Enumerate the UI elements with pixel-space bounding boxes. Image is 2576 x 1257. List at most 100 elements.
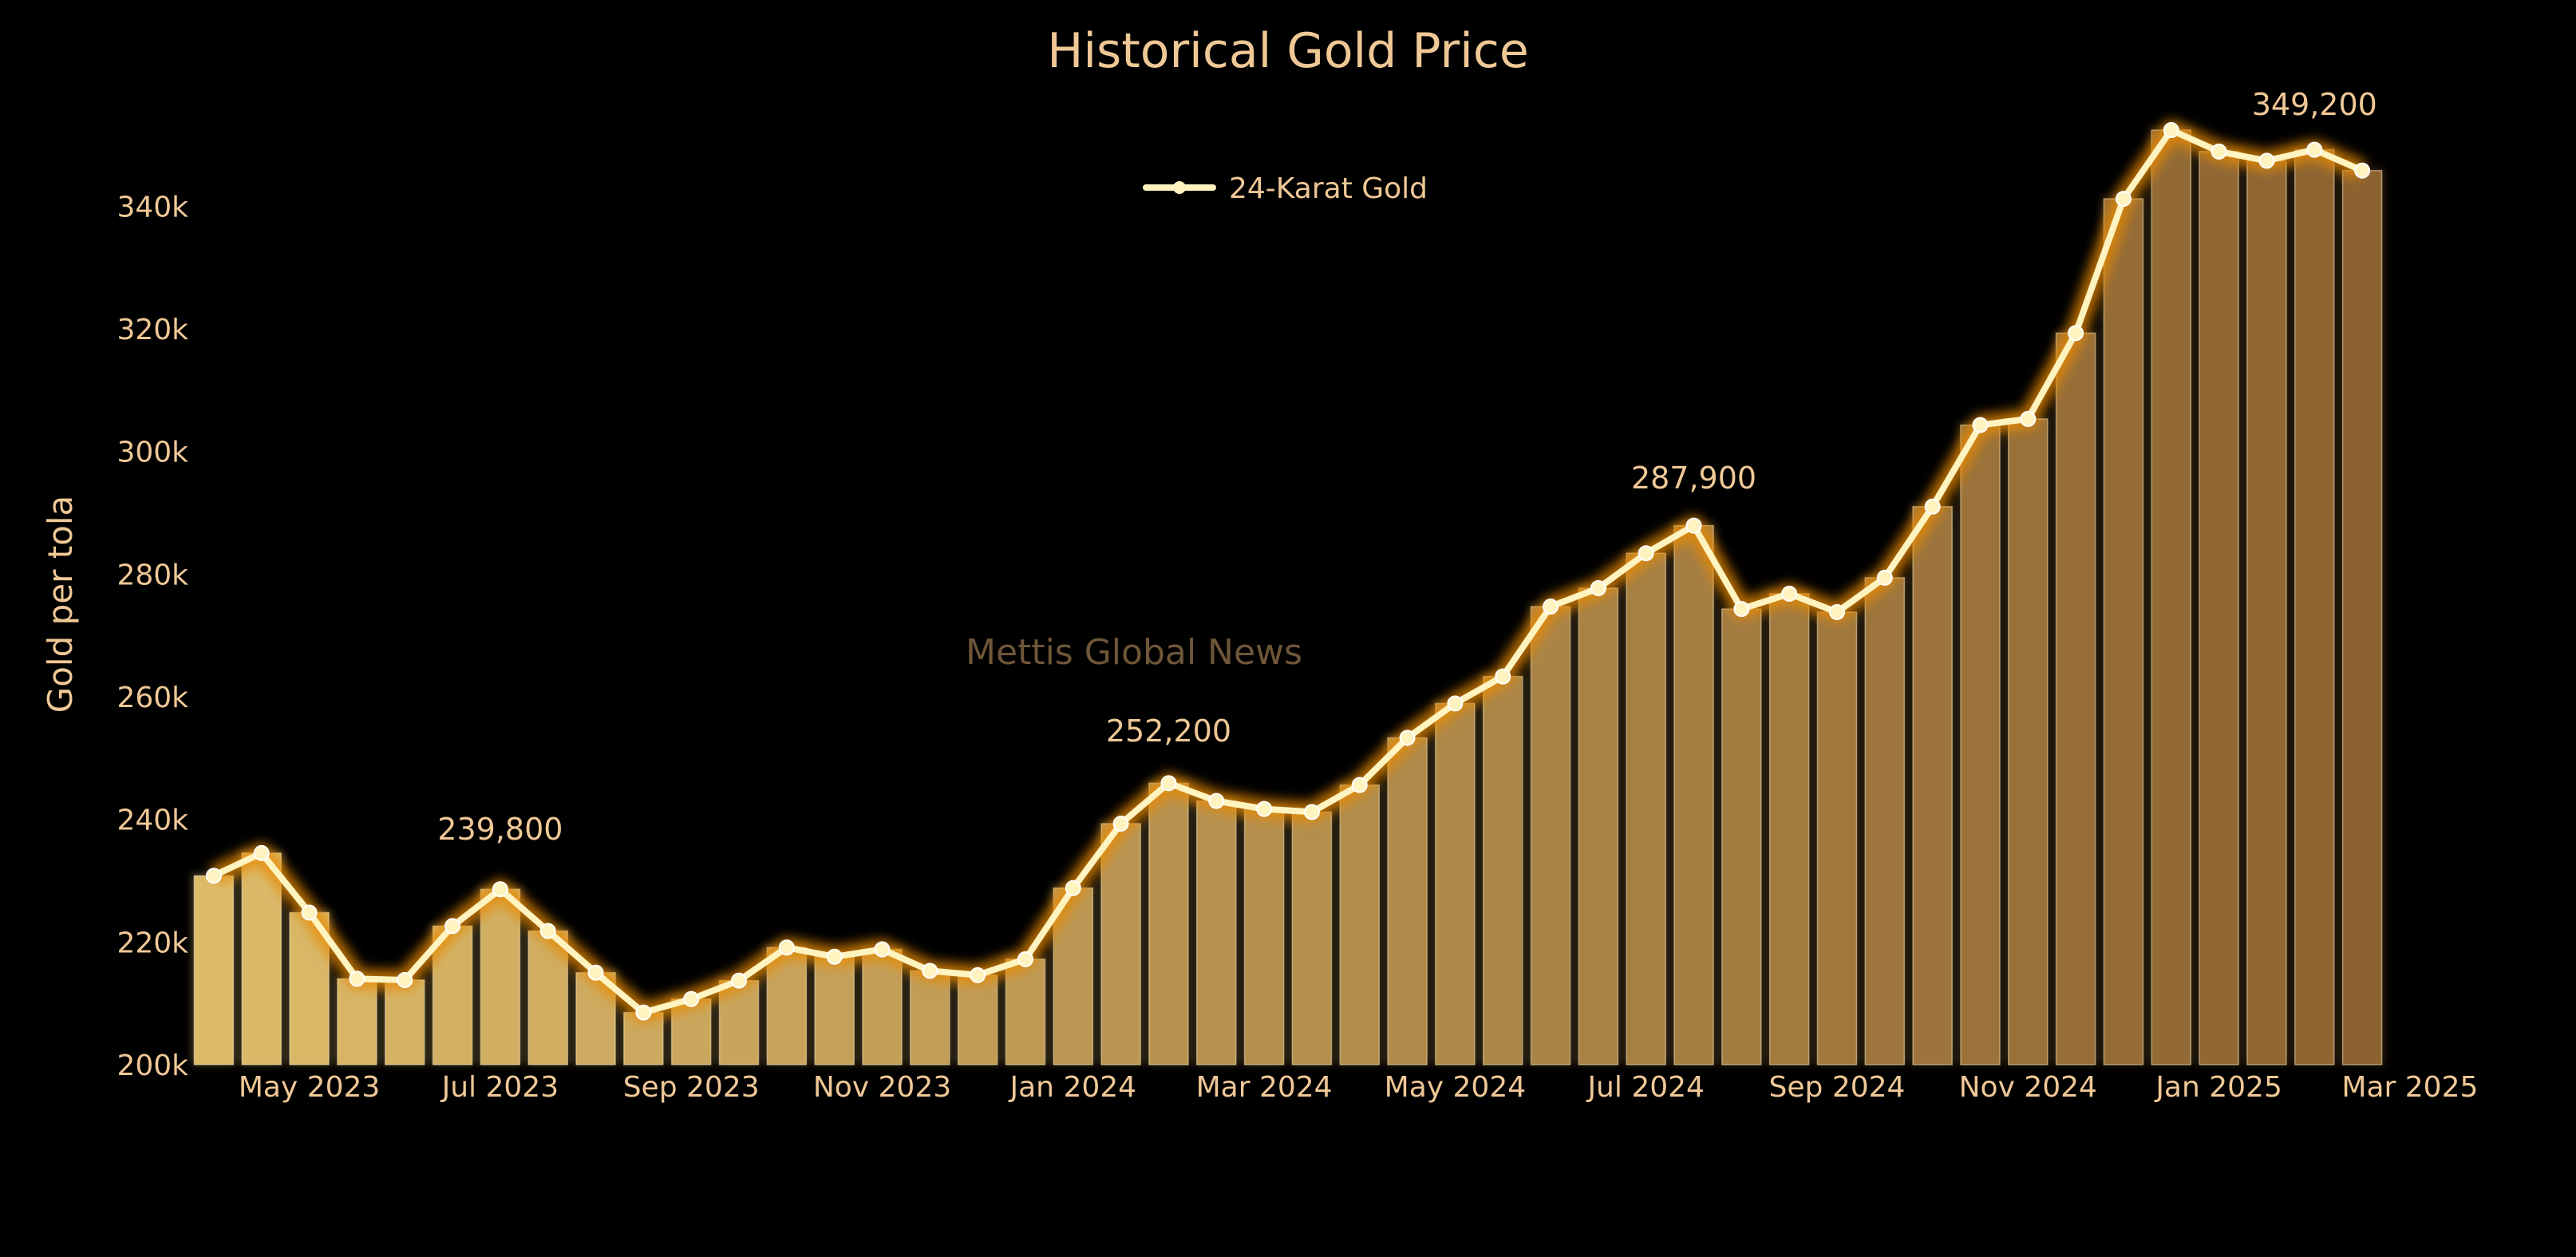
- data-point[interactable]: [397, 971, 413, 988]
- data-point[interactable]: [731, 972, 747, 989]
- annotation-label: 239,800: [437, 812, 563, 847]
- bar: [1005, 959, 1046, 1065]
- data-point[interactable]: [1160, 775, 1177, 792]
- bar: [1291, 811, 1333, 1065]
- data-point[interactable]: [2211, 143, 2227, 160]
- bar: [2008, 418, 2049, 1065]
- y-tick-label: 340k: [117, 191, 188, 223]
- bar: [2294, 148, 2335, 1065]
- data-point[interactable]: [1638, 545, 1654, 562]
- data-point[interactable]: [539, 923, 556, 939]
- series-line-group: [205, 120, 2371, 1023]
- data-point[interactable]: [492, 881, 508, 898]
- x-axis-ticks: May 2023 Jul 2023 Sep 2023 Nov 2023 Jan 2024…: [239, 1071, 2479, 1104]
- bar: [1100, 823, 1141, 1065]
- data-point[interactable]: [1733, 601, 1750, 618]
- data-point[interactable]: [778, 939, 795, 956]
- bar: [1626, 552, 1666, 1065]
- data-point[interactable]: [1208, 793, 1225, 809]
- bar: [1912, 506, 1953, 1065]
- x-tick-label: Sep 2023: [623, 1071, 760, 1104]
- y-tick-label: 200k: [117, 1049, 188, 1082]
- data-point[interactable]: [970, 966, 986, 983]
- data-point[interactable]: [2020, 410, 2037, 427]
- data-point[interactable]: [635, 1004, 652, 1021]
- data-point[interactable]: [2115, 191, 2132, 208]
- data-point[interactable]: [826, 948, 843, 965]
- legend-label: 24-Karat Gold: [1229, 172, 1428, 205]
- bar: [480, 888, 521, 1065]
- y-axis-ticks: 200k 220k 240k 260k 280k 300k 320k 340k: [117, 191, 188, 1082]
- bar: [1578, 587, 1619, 1065]
- data-point[interactable]: [1972, 417, 1989, 433]
- bar: [2055, 332, 2096, 1065]
- data-point[interactable]: [2354, 162, 2371, 179]
- data-point[interactable]: [1924, 498, 1941, 515]
- data-point[interactable]: [205, 868, 222, 884]
- x-tick-label: Jan 2024: [1009, 1071, 1137, 1104]
- bar: [384, 979, 425, 1065]
- data-point[interactable]: [301, 904, 318, 921]
- bar: [337, 978, 377, 1065]
- chart-title: Historical Gold Price: [1047, 23, 1529, 79]
- data-point[interactable]: [2068, 325, 2084, 342]
- data-point[interactable]: [1781, 585, 1798, 602]
- data-point[interactable]: [1256, 800, 1273, 817]
- y-tick-label: 220k: [117, 927, 188, 959]
- data-point[interactable]: [874, 941, 891, 958]
- data-point[interactable]: [683, 990, 700, 1007]
- data-point[interactable]: [1399, 729, 1416, 746]
- data-point[interactable]: [444, 918, 461, 935]
- data-point[interactable]: [1829, 603, 1845, 620]
- bar: [1530, 606, 1571, 1065]
- y-tick-label: 300k: [117, 437, 188, 469]
- y-tick-label: 260k: [117, 682, 188, 714]
- data-point[interactable]: [1017, 951, 1033, 967]
- x-tick-label: Nov 2024: [1959, 1071, 2097, 1104]
- bar: [1721, 608, 1762, 1065]
- x-tick-label: Mar 2024: [1196, 1071, 1333, 1104]
- data-point[interactable]: [2306, 141, 2323, 158]
- bar: [1816, 611, 1858, 1065]
- data-point[interactable]: [2258, 152, 2275, 169]
- data-point[interactable]: [1303, 804, 1320, 820]
- data-point[interactable]: [1065, 880, 1081, 896]
- data-point[interactable]: [1876, 569, 1893, 586]
- data-point[interactable]: [1685, 517, 1702, 534]
- bar: [241, 852, 282, 1065]
- bar: [1243, 808, 1285, 1065]
- bar: [2103, 198, 2144, 1065]
- data-point[interactable]: [1351, 777, 1368, 793]
- bar: [1482, 675, 1523, 1065]
- bar: [1148, 782, 1189, 1065]
- bar: [1195, 800, 1237, 1065]
- bar: [1864, 577, 1906, 1065]
- data-point[interactable]: [1112, 816, 1129, 832]
- x-tick-label: Jan 2025: [2154, 1071, 2282, 1104]
- bar: [910, 970, 950, 1065]
- data-point[interactable]: [349, 970, 365, 987]
- annotation-label: 287,900: [1631, 461, 1756, 496]
- data-point[interactable]: [2163, 122, 2179, 139]
- bar: [1339, 784, 1381, 1065]
- bar: [193, 875, 235, 1065]
- x-tick-label: Sep 2024: [1769, 1071, 1906, 1104]
- x-tick-label: May 2023: [239, 1071, 381, 1104]
- data-point[interactable]: [587, 964, 604, 981]
- y-tick-label: 320k: [117, 314, 188, 346]
- y-tick-label: 240k: [117, 804, 188, 837]
- annotation-label: 252,200: [1106, 713, 1231, 749]
- data-point[interactable]: [253, 844, 270, 861]
- y-axis-label: Gold per tola: [41, 496, 80, 713]
- data-point[interactable]: [922, 963, 938, 979]
- bar: [2341, 169, 2383, 1065]
- y-tick-label: 280k: [117, 559, 188, 591]
- data-point[interactable]: [1590, 579, 1606, 596]
- data-point[interactable]: [1543, 599, 1559, 615]
- bar: [1768, 593, 1810, 1065]
- legend[interactable]: 24-Karat Gold: [1143, 172, 1428, 205]
- data-point[interactable]: [1447, 695, 1464, 712]
- bar: [1387, 737, 1428, 1065]
- data-point[interactable]: [1495, 668, 1511, 685]
- bar: [2151, 129, 2192, 1065]
